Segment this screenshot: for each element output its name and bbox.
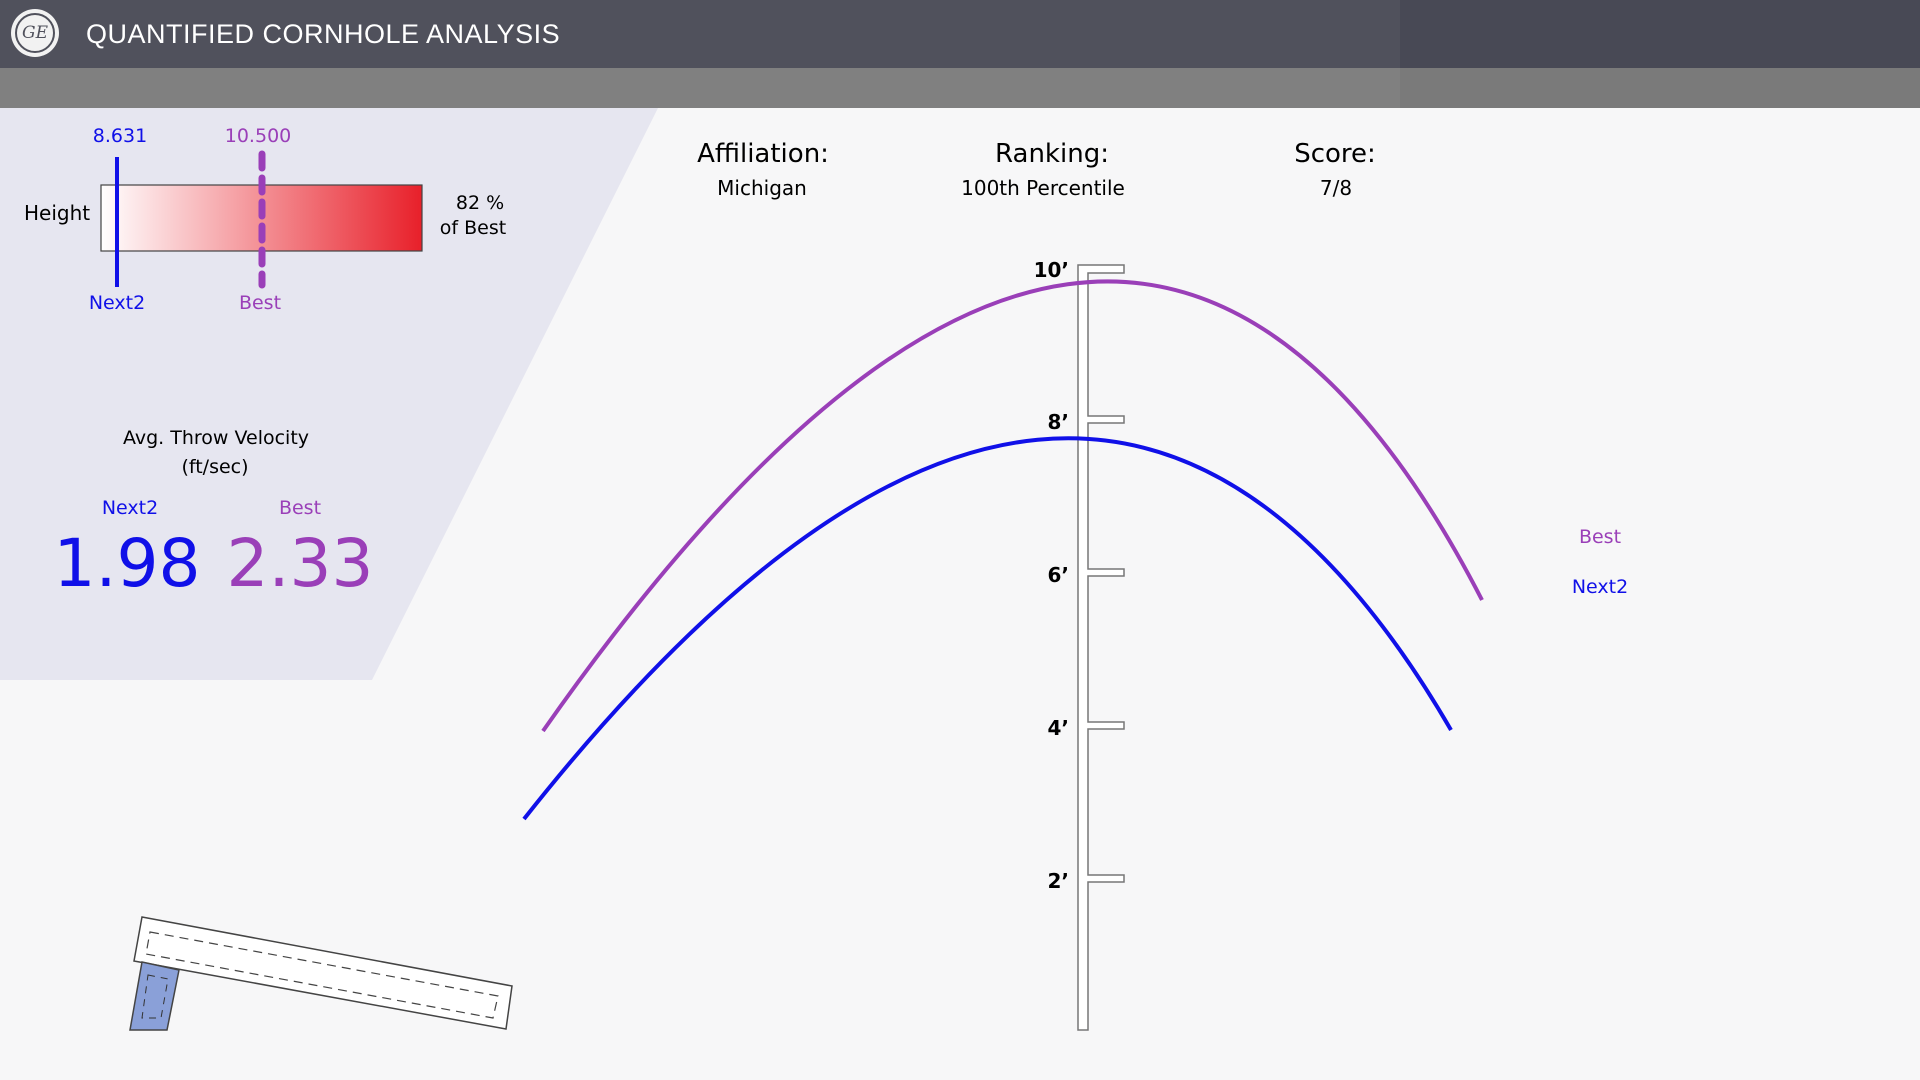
next2-trajectory bbox=[522, 436, 1453, 821]
height-ruler bbox=[1077, 264, 1125, 1031]
score-value: 7/8 bbox=[1319, 176, 1353, 200]
tick-2ft: 2’ bbox=[1047, 869, 1069, 893]
sub-header-bar-right bbox=[1400, 68, 1920, 108]
velocity-best-label: Best bbox=[278, 497, 322, 519]
board-top bbox=[133, 916, 513, 1030]
legend-best: Best bbox=[1578, 526, 1622, 548]
ge-logo-icon: GE bbox=[11, 9, 59, 57]
logo-mark: GE bbox=[15, 13, 55, 53]
app-title: QUANTIFIED CORNHOLE ANALYSIS bbox=[86, 19, 561, 49]
next2-height-label: Next2 bbox=[88, 292, 146, 314]
height-label: Height bbox=[24, 201, 91, 225]
legend-next2: Next2 bbox=[1571, 576, 1629, 598]
tick-6ft: 6’ bbox=[1047, 563, 1069, 587]
affiliation-value: Michigan bbox=[717, 176, 807, 200]
percent-of-best-caption: of Best bbox=[439, 217, 507, 239]
tick-4ft: 4’ bbox=[1047, 716, 1069, 740]
velocity-next2-value: 1.98 bbox=[53, 525, 201, 602]
score-label: Score: bbox=[1294, 139, 1376, 169]
velocity-units: (ft/sec) bbox=[181, 456, 249, 478]
tick-8ft: 8’ bbox=[1047, 410, 1069, 434]
best-trajectory bbox=[541, 279, 1484, 733]
velocity-best-value: 2.33 bbox=[226, 525, 374, 602]
ranking-label: Ranking: bbox=[995, 139, 1109, 169]
board-top-inset bbox=[145, 931, 499, 1019]
best-height-label: Best bbox=[238, 292, 282, 314]
velocity-next2-label: Next2 bbox=[101, 497, 159, 519]
velocity-title: Avg. Throw Velocity bbox=[122, 427, 310, 449]
cornhole-board-icon bbox=[129, 916, 513, 1031]
tick-10ft: 10’ bbox=[1034, 258, 1069, 282]
next2-height-value: 8.631 bbox=[92, 125, 148, 147]
board-leg bbox=[129, 961, 180, 1031]
percent-of-best: 82 % bbox=[455, 192, 505, 214]
ruler-body bbox=[1077, 264, 1125, 1031]
ranking-value: 100th Percentile bbox=[961, 176, 1125, 200]
board-leg-inset bbox=[141, 974, 169, 1019]
best-height-value: 10.500 bbox=[224, 125, 292, 147]
header-bar-right bbox=[1400, 0, 1920, 68]
affiliation-label: Affiliation: bbox=[697, 139, 829, 169]
